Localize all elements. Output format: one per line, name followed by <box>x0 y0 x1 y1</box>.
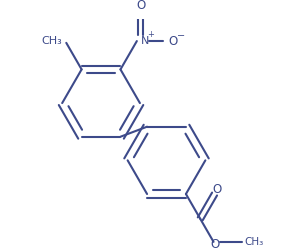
Text: −: − <box>177 31 185 41</box>
Text: CH₃: CH₃ <box>244 237 264 247</box>
Text: N: N <box>141 36 149 46</box>
Text: O: O <box>212 183 221 196</box>
Text: O: O <box>136 0 145 12</box>
Text: CH₃: CH₃ <box>41 36 62 46</box>
Text: O: O <box>168 35 178 48</box>
Text: +: + <box>147 30 154 39</box>
Text: O: O <box>210 238 219 251</box>
